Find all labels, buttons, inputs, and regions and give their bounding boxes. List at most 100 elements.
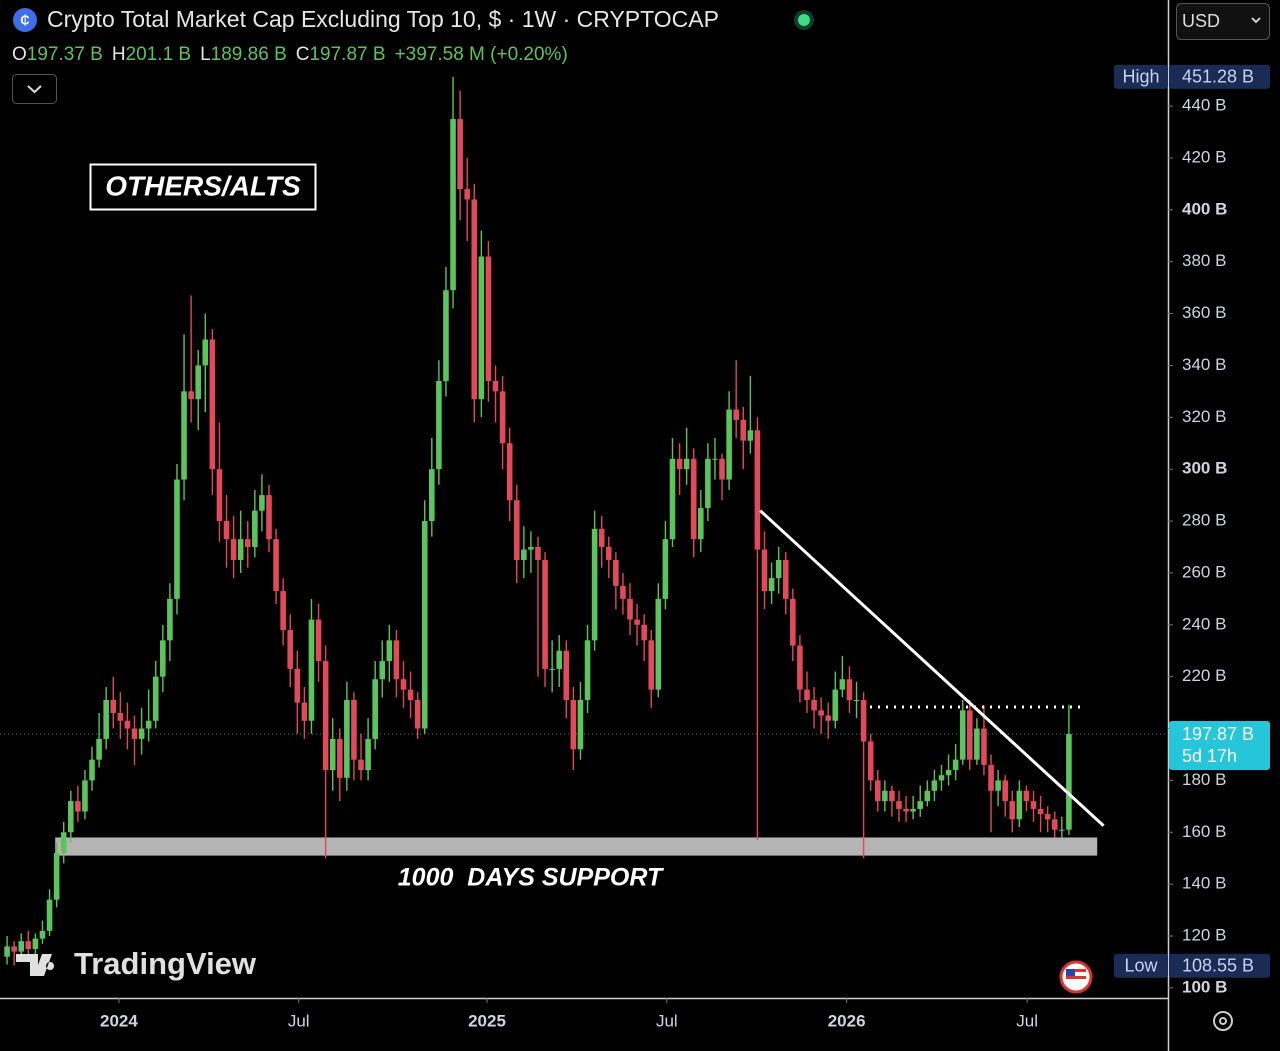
candle-body xyxy=(4,946,10,957)
y-tick-label: 240 B xyxy=(1182,614,1226,633)
candle-body xyxy=(655,598,662,690)
x-tick-label: 2026 xyxy=(828,1011,866,1030)
candle-body xyxy=(96,738,102,760)
candle-body xyxy=(747,430,754,441)
candle-body xyxy=(1009,801,1016,820)
y-tick-label: 160 B xyxy=(1182,822,1226,841)
candle-body xyxy=(896,801,902,809)
candle-body xyxy=(429,469,435,522)
collapse-button[interactable] xyxy=(12,74,57,104)
candle-body xyxy=(443,290,449,381)
ohlc-key: C xyxy=(296,44,310,65)
candle-body xyxy=(252,510,258,547)
collapse-icon xyxy=(27,85,42,94)
candle-body xyxy=(782,559,789,599)
price-marker-name: High xyxy=(1122,67,1159,87)
candle-body xyxy=(1002,780,1008,802)
candle-body xyxy=(322,661,329,771)
candle-body xyxy=(273,539,279,592)
candle-body xyxy=(605,546,612,560)
candle-body xyxy=(351,700,357,760)
candle-body xyxy=(152,676,159,721)
candle-body xyxy=(910,808,916,812)
candle-body xyxy=(981,728,987,765)
candle-body xyxy=(669,458,676,540)
candle-body xyxy=(804,689,810,701)
price-marker-box xyxy=(1169,953,1270,978)
candle-body xyxy=(882,790,888,802)
candle-body xyxy=(464,189,470,200)
ohlc-value: 197.37 B xyxy=(27,44,103,65)
candle-body xyxy=(372,679,378,739)
change: +397.58 M (+0.20%) xyxy=(395,44,568,65)
candle-body xyxy=(188,391,194,400)
y-tick-label: 320 B xyxy=(1182,407,1226,426)
candle-body xyxy=(818,710,824,716)
candle-body xyxy=(244,539,251,547)
price-marker-name-box xyxy=(1114,953,1168,978)
box-label-frame xyxy=(89,163,317,211)
candle-body xyxy=(995,780,1001,791)
candle-body xyxy=(903,808,909,812)
y-tick-label: 300 B xyxy=(1182,459,1227,478)
candle-body xyxy=(556,650,563,669)
candle-body xyxy=(506,443,513,501)
candle-body xyxy=(478,256,485,400)
candle-body xyxy=(344,700,350,778)
candle-body xyxy=(414,700,421,729)
candle-body xyxy=(931,780,938,791)
candle-body xyxy=(860,700,867,742)
candle-body xyxy=(400,679,407,690)
candle-body xyxy=(513,500,520,560)
candle-body xyxy=(598,528,605,547)
candle-body xyxy=(853,700,860,702)
candle-body xyxy=(329,738,336,771)
candle-body xyxy=(230,539,237,560)
candle-body xyxy=(499,391,506,444)
candle-body xyxy=(1066,734,1072,830)
candle-body xyxy=(705,458,711,509)
candle-body xyxy=(797,645,803,690)
y-tick-label: 100 B xyxy=(1182,977,1227,996)
ohlc-value: 201.1 B xyxy=(126,44,192,65)
candle-body xyxy=(75,801,81,812)
candle-body xyxy=(315,619,322,662)
candle-body xyxy=(216,469,223,522)
candle-body xyxy=(492,380,499,392)
y-tick-label: 260 B xyxy=(1182,562,1226,581)
candle-body xyxy=(790,598,796,646)
candle-body xyxy=(237,539,244,560)
candle-body xyxy=(620,585,626,599)
candle-body xyxy=(584,640,591,701)
candle-body xyxy=(521,549,527,560)
candle-body xyxy=(917,801,924,809)
candle-body xyxy=(775,559,782,579)
candle-body xyxy=(874,780,881,802)
candle-body xyxy=(761,549,768,592)
price-marker-box xyxy=(1169,64,1270,89)
settings-icon[interactable] xyxy=(1213,1011,1233,1031)
candle-body xyxy=(89,759,95,781)
last-price-countdown: 5d 17h xyxy=(1182,746,1237,766)
currency-select[interactable] xyxy=(1176,3,1270,40)
candle-body xyxy=(641,624,647,641)
candle-body xyxy=(959,710,966,760)
candle-body xyxy=(110,700,117,713)
ohlc-value: 197.87 B xyxy=(309,44,385,65)
x-tick-label: Jul xyxy=(656,1011,678,1030)
candle-body xyxy=(287,629,294,669)
price-marker-label: 108.55 B xyxy=(1182,955,1254,975)
candle-body xyxy=(542,559,548,669)
support-label: 1000 DAYS SUPPORT xyxy=(398,864,665,892)
candle-body xyxy=(988,764,994,791)
y-tick-label: 380 B xyxy=(1182,251,1226,270)
candle-body xyxy=(726,409,732,480)
y-tick-label: 360 B xyxy=(1182,303,1226,322)
status-dot xyxy=(798,14,810,26)
candle-body xyxy=(867,741,874,781)
y-tick-label: 420 B xyxy=(1182,147,1226,166)
candle-body xyxy=(591,528,598,641)
candle-body xyxy=(952,759,959,771)
candle-body xyxy=(825,715,832,721)
